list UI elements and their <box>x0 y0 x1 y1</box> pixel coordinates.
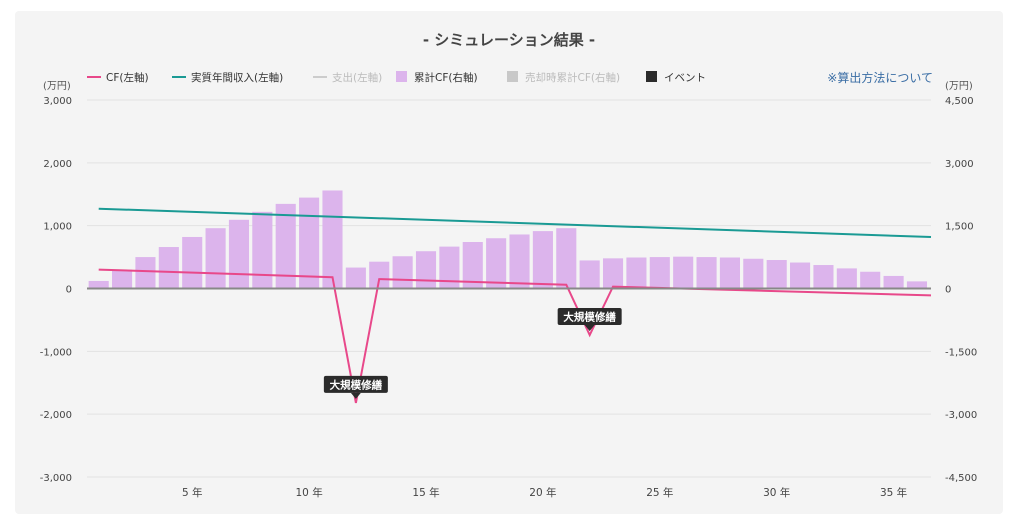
cumulative-cf-bar <box>158 247 179 289</box>
cumulative-cf-bar <box>906 281 928 289</box>
legend-swatch <box>646 71 657 82</box>
right-tick-label: -1,500 <box>945 347 977 358</box>
legend-label: 累計CF(右軸) <box>414 71 478 84</box>
x-tick-label: 30 年 <box>763 486 790 499</box>
right-axis-unit: (万円) <box>945 81 973 92</box>
cumulative-cf-bar <box>743 258 764 289</box>
event-marker[interactable]: 大規模修繕 <box>557 307 622 331</box>
legend-label: CF(左軸) <box>106 71 149 84</box>
x-tick-label: 35 年 <box>880 486 907 499</box>
legend-item[interactable]: イベント <box>646 71 706 84</box>
right-tick-label: -3,000 <box>945 410 977 421</box>
left-tick-label: 2,000 <box>43 159 72 170</box>
legend-label: 実質年間収入(左軸) <box>191 71 283 84</box>
cumulative-cf-bars <box>88 190 928 289</box>
left-axis-unit: (万円) <box>43 81 71 92</box>
cumulative-cf-bar <box>719 257 740 289</box>
cumulative-cf-bar <box>766 260 787 289</box>
cumulative-cf-bar <box>486 238 507 289</box>
cumulative-cf-bar <box>369 261 390 289</box>
cumulative-cf-bar <box>579 260 600 289</box>
cumulative-cf-bar <box>462 242 483 289</box>
simulation-chart: - シミュレーション結果 - CF(左軸) 実質年間収入(左軸) 支出(左軸) 累計C… <box>40 31 978 499</box>
x-tick-label: 20 年 <box>529 486 556 499</box>
cumulative-cf-bar <box>602 258 624 289</box>
legend-label: イベント <box>664 72 706 84</box>
cumulative-cf-bar <box>182 236 203 289</box>
legend-item[interactable]: CF(左軸) <box>87 71 149 84</box>
cumulative-cf-bar <box>649 257 670 289</box>
annual-income-line <box>98 207 932 238</box>
legend-item[interactable]: 売却時累計CF(右軸) <box>507 71 620 84</box>
right-tick-label: 1,500 <box>945 222 974 233</box>
x-tick-label: 25 年 <box>646 486 673 499</box>
legend: CF(左軸) 実質年間収入(左軸) 支出(左軸) 累計CF(右軸) 売却時累計CF(右軸… <box>87 71 706 84</box>
cumulative-cf-bar <box>415 251 437 289</box>
cumulative-cf-bar <box>532 231 553 289</box>
legend-swatch <box>396 71 407 82</box>
cumulative-cf-bar <box>392 256 413 289</box>
cumulative-cf-bar <box>813 265 834 289</box>
axes: 3,000 2,000 1,000 0 -1,000 -2,000 -3,000 4,500 3… <box>40 96 978 499</box>
x-tick-label: 10 年 <box>296 486 323 499</box>
left-tick-label: -2,000 <box>40 410 72 421</box>
event-label-box <box>557 307 622 325</box>
cumulative-cf-bar <box>790 262 811 289</box>
cumulative-cf-bar <box>836 268 857 289</box>
series-lines <box>98 207 932 404</box>
cumulative-cf-bar <box>860 271 881 289</box>
event-label: 大規模修繕 <box>563 310 616 323</box>
right-tick-label: 3,000 <box>945 159 974 170</box>
chart-title: - シミュレーション結果 - <box>423 31 595 49</box>
event-pointer <box>350 392 361 399</box>
left-tick-label: -3,000 <box>40 473 72 484</box>
legend-label: 売却時累計CF(右軸) <box>525 71 620 84</box>
cumulative-cf-bar <box>673 256 694 289</box>
left-tick-label: 3,000 <box>43 96 72 107</box>
calc-method-link[interactable]: ※算出方法について <box>827 70 933 85</box>
legend-item[interactable]: 実質年間収入(左軸) <box>172 71 283 84</box>
x-tick-label: 5 年 <box>182 486 203 499</box>
event-pointer <box>584 324 595 331</box>
event-marker[interactable]: 大規模修繕 <box>323 375 388 399</box>
cumulative-cf-bar <box>556 228 577 289</box>
cf-line <box>98 268 932 404</box>
cumulative-cf-bar <box>345 267 366 289</box>
left-tick-label: 0 <box>66 285 72 296</box>
left-tick-label: 1,000 <box>43 222 72 233</box>
chart-panel: - シミュレーション結果 - CF(左軸) 実質年間収入(左軸) 支出(左軸) 累計C… <box>15 11 1003 514</box>
cumulative-cf-bar <box>322 190 343 289</box>
right-tick-label: 4,500 <box>945 96 974 107</box>
cumulative-cf-bar <box>275 203 296 289</box>
cumulative-cf-bar <box>205 228 226 289</box>
cumulative-cf-bar <box>626 257 647 289</box>
cumulative-cf-bar <box>112 269 133 289</box>
right-tick-label: -4,500 <box>945 473 977 484</box>
cumulative-cf-bar <box>299 197 320 289</box>
cumulative-cf-bar <box>88 280 109 289</box>
x-tick-label: 15 年 <box>412 486 439 499</box>
cumulative-cf-bar <box>135 257 156 289</box>
cumulative-cf-bar <box>883 275 904 289</box>
legend-item[interactable]: 支出(左軸) <box>313 71 382 84</box>
cumulative-cf-bar <box>509 234 530 289</box>
right-tick-label: 0 <box>945 285 951 296</box>
cumulative-cf-bar <box>696 257 717 289</box>
grid <box>87 99 931 478</box>
legend-swatch <box>507 71 518 82</box>
event-label: 大規模修繕 <box>330 378 383 391</box>
legend-item[interactable]: 累計CF(右軸) <box>396 71 478 84</box>
cumulative-cf-bar <box>439 246 460 289</box>
legend-label: 支出(左軸) <box>332 71 382 84</box>
cumulative-cf-bar <box>252 211 273 289</box>
event-label-box <box>323 375 388 393</box>
left-tick-label: -1,000 <box>40 347 72 358</box>
cumulative-cf-bar <box>228 219 250 289</box>
